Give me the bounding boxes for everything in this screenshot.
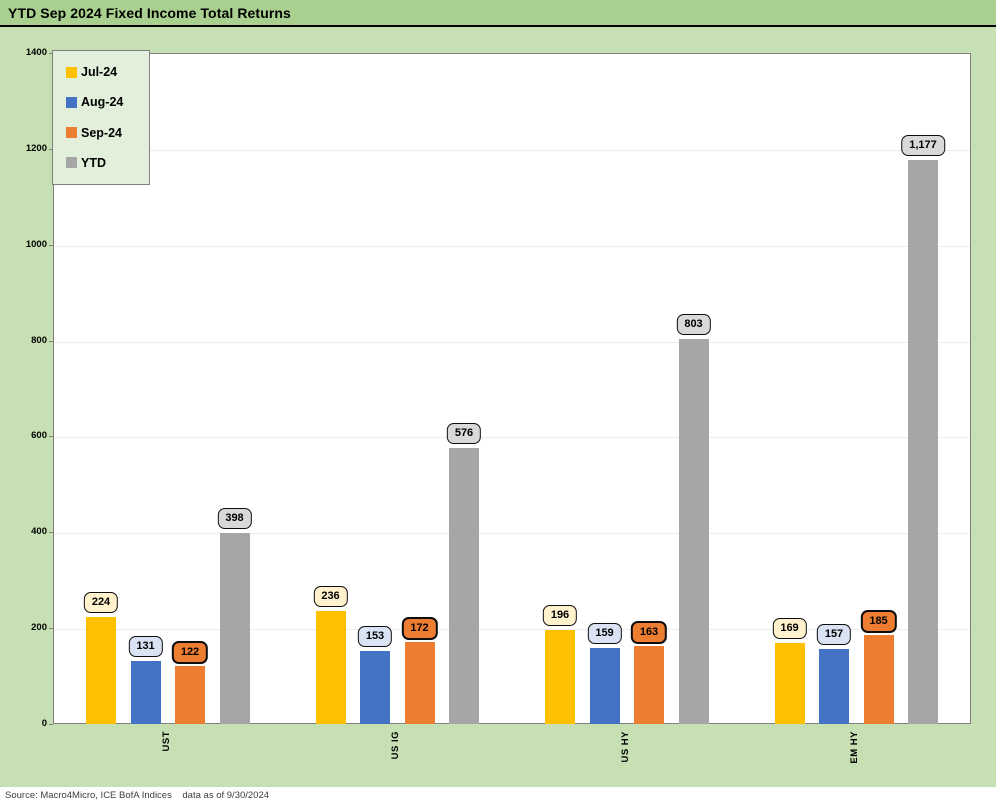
y-tick-label-600: 600: [31, 430, 47, 442]
y-tick-mark-1000: [49, 244, 53, 246]
value-label-jul-24-us-hy: 196: [542, 605, 578, 627]
value-label-jul-24-em-hy: 169: [772, 618, 807, 639]
value-label-ytd-em-hy: 1,177: [901, 134, 945, 156]
value-label-ytd-ust: 398: [217, 508, 252, 530]
y-tick-mark-400: [49, 532, 53, 534]
gridline-200: [54, 629, 970, 631]
x-category-label-em-hy: EM HY: [849, 731, 861, 764]
value-label-jul-24-ust: 224: [83, 591, 119, 613]
legend-item-sep-24: Sep-24: [66, 126, 145, 140]
y-tick-label-1000: 1000: [25, 238, 47, 250]
bar-sep-24-us-ig: [404, 641, 435, 724]
bar-ytd-ust: [219, 533, 250, 724]
y-tick-mark-800: [49, 340, 53, 342]
y-tick-mark-1400: [49, 53, 53, 54]
x-category-label-us-ig: US IG: [390, 731, 402, 760]
legend-item-ytd: YTD: [66, 156, 145, 170]
source-note: Source: Macro4Micro, ICE BofA Indices da…: [5, 789, 270, 801]
legend-label: Sep-24: [81, 125, 122, 140]
y-tick-mark-600: [49, 436, 53, 438]
legend: Jul-24 Aug-24 Sep-24 YTD: [52, 50, 150, 185]
y-tick-mark-1200: [49, 148, 53, 150]
gridline-600: [54, 437, 970, 439]
value-label-aug-24-us-hy: 159: [587, 622, 622, 644]
legend-label: Jul-24: [81, 65, 118, 80]
value-label-sep-24-ust: 122: [171, 640, 209, 664]
bar-ytd-us-ig: [449, 447, 479, 724]
legend-swatch-icon: [66, 96, 77, 108]
bar-ytd-em-hy: [908, 159, 938, 724]
gridline-800: [54, 341, 970, 343]
chart-background: 0 200 400 600 800 1000 1200 1400 224 131 122 398 23…: [0, 29, 996, 787]
y-tick-label-800: 800: [31, 334, 47, 346]
bar-sep-24-us-hy: [634, 645, 664, 724]
y-tick-label-200: 200: [31, 622, 47, 634]
chart-title-bar: YTD Sep 2024 Fixed Income Total Returns: [0, 0, 996, 27]
bar-aug-24-ust: [130, 661, 161, 724]
bar-aug-24-em-hy: [819, 648, 849, 724]
value-label-jul-24-us-ig: 236: [313, 585, 348, 607]
source-bar: Source: Macro4Micro, ICE BofA Indices da…: [0, 787, 996, 803]
bar-sep-24-ust: [175, 665, 205, 724]
y-tick-label-1200: 1200: [25, 142, 47, 154]
value-label-sep-24-us-hy: 163: [630, 620, 668, 644]
y-tick-label-400: 400: [31, 526, 47, 538]
legend-swatch-icon: [66, 157, 77, 169]
bar-jul-24-us-hy: [545, 630, 575, 724]
bar-aug-24-us-ig: [360, 650, 390, 724]
y-tick-mark-200: [49, 628, 53, 630]
legend-swatch-icon: [66, 127, 77, 139]
gridline-1200: [54, 149, 970, 151]
value-label-aug-24-us-ig: 153: [357, 625, 393, 647]
value-label-ytd-us-hy: 803: [676, 314, 711, 336]
y-tick-label-1400: 1400: [25, 47, 47, 58]
legend-label: YTD: [81, 155, 106, 170]
legend-label: Aug-24: [81, 95, 124, 110]
value-label-aug-24-em-hy: 157: [816, 623, 852, 645]
bar-jul-24-em-hy: [774, 643, 805, 724]
legend-swatch-icon: [66, 66, 77, 78]
bar-sep-24-em-hy: [863, 635, 894, 724]
value-label-aug-24-ust: 131: [128, 636, 163, 658]
plot-area: [53, 53, 971, 724]
bar-ytd-us-hy: [678, 339, 709, 724]
chart-title: YTD Sep 2024 Fixed Income Total Returns: [8, 4, 291, 21]
bar-jul-24-ust: [86, 616, 116, 724]
legend-item-jul-24: Jul-24: [66, 65, 145, 79]
value-label-sep-24-us-ig: 172: [401, 616, 438, 640]
x-category-label-ust: UST: [160, 731, 172, 752]
gridline-400: [54, 533, 970, 535]
bar-aug-24-us-hy: [589, 647, 620, 724]
bar-jul-24-us-ig: [315, 610, 346, 724]
gridline-1000: [54, 245, 970, 247]
x-category-label-us-hy: US HY: [619, 731, 631, 763]
legend-item-aug-24: Aug-24: [66, 95, 145, 109]
y-tick-label-0: 0: [41, 718, 47, 729]
y-tick-mark-0: [49, 724, 53, 725]
value-label-sep-24-em-hy: 185: [860, 610, 897, 634]
value-label-ytd-us-ig: 576: [446, 422, 482, 444]
